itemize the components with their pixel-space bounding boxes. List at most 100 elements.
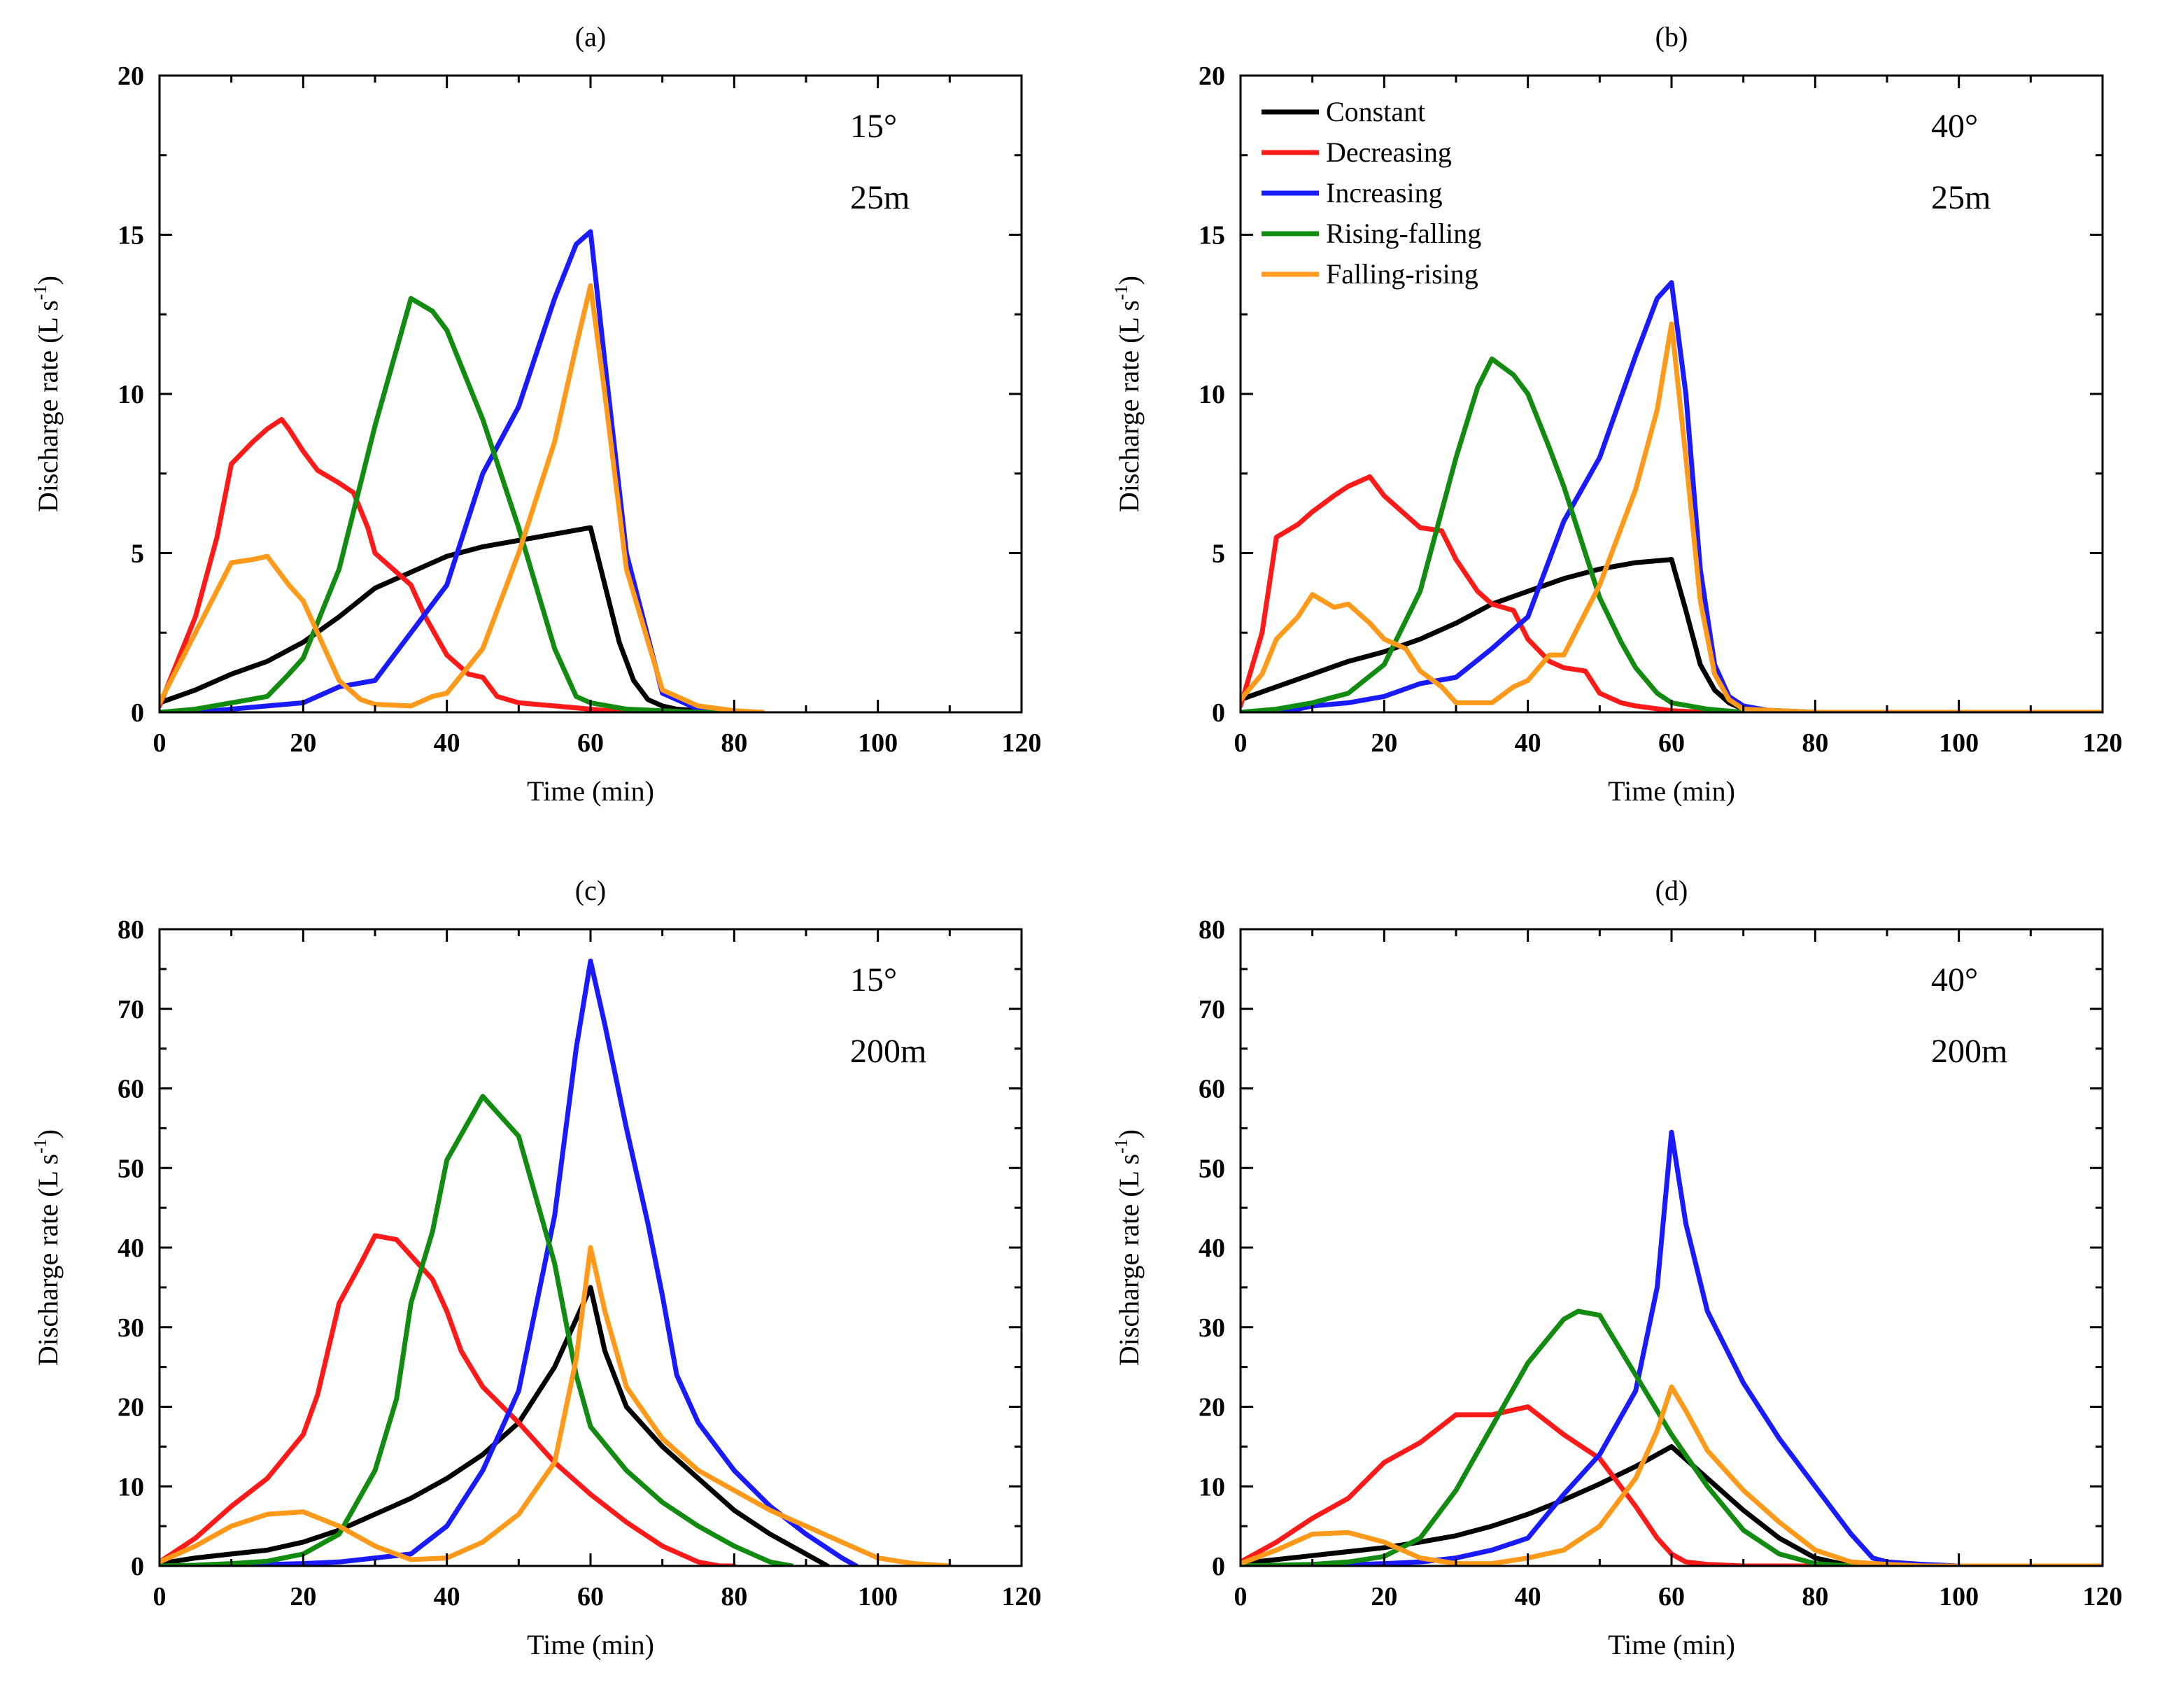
y-axis-title-main: Discharge rate (L s xyxy=(1113,1154,1145,1366)
series-line-constant xyxy=(160,525,737,712)
x-tick-label: 120 xyxy=(2083,1582,2123,1611)
y-axis-title: Discharge rate (L s-1) xyxy=(30,276,64,512)
x-tick-label: 20 xyxy=(290,1582,316,1611)
slope-annotation: 15° xyxy=(850,961,897,998)
y-tick-label: 20 xyxy=(1199,62,1225,91)
y-tick-label: 20 xyxy=(118,62,144,91)
x-tick-label: 100 xyxy=(1939,1582,1979,1611)
slope-annotation: 40° xyxy=(1931,108,1978,145)
length-annotation: 200m xyxy=(850,1033,926,1070)
y-tick-label: 60 xyxy=(1199,1075,1225,1104)
x-tick-label: 0 xyxy=(1234,1582,1248,1611)
panel-title: (b) xyxy=(1655,21,1688,52)
plot-frame xyxy=(158,74,1023,714)
y-tick-label: 20 xyxy=(118,1393,144,1423)
series-line-constant xyxy=(160,1285,831,1566)
y-tick-label: 50 xyxy=(1199,1154,1225,1183)
y-tick-label: 0 xyxy=(131,1552,144,1581)
x-axis-title: Time (min) xyxy=(1608,775,1735,807)
y-tick-label: 40 xyxy=(1199,1234,1225,1263)
plot-frame xyxy=(1239,928,2104,1567)
x-tick-label: 80 xyxy=(721,1582,747,1611)
y-tick-label: 70 xyxy=(118,995,144,1024)
chart-b: (b) 0 20 40 60 80 100 120 0 5 10 15 20 Time (min) Disc… xyxy=(1111,21,2123,807)
series-line-rising-falling xyxy=(1241,1308,2103,1566)
legend-label-constant: Constant xyxy=(1326,96,1425,127)
panel-c: (c) 0 20 40 60 80 100 120 0 10 20 30 40 50 60 70 80 Time … xyxy=(0,854,1081,1707)
x-axis-title: Time (min) xyxy=(527,1629,654,1660)
series-line-falling-rising xyxy=(160,1245,952,1566)
x-tick-label: 100 xyxy=(858,1582,898,1611)
legend-label-increasing: Increasing xyxy=(1326,177,1443,209)
x-tick-label: 100 xyxy=(858,728,898,758)
y-tick-label: 15 xyxy=(118,221,144,250)
y-tick-label: 80 xyxy=(118,915,144,945)
x-tick-label: 20 xyxy=(1371,728,1397,758)
legend: Constant Decreasing Increasing Rising-falli… xyxy=(1262,96,1481,290)
x-tick-label: 80 xyxy=(721,728,747,758)
slope-annotation: 40° xyxy=(1931,961,1978,998)
y-axis-title-end: ) xyxy=(32,1129,64,1138)
x-tick-label: 40 xyxy=(1515,1582,1541,1611)
y-axis-title-superscript: -1 xyxy=(1111,285,1131,300)
x-tick-label: 100 xyxy=(1939,728,1979,758)
y-tick-label: 50 xyxy=(118,1154,144,1183)
y-tick-label: 0 xyxy=(1212,1552,1225,1581)
x-tick-label: 40 xyxy=(1515,728,1541,758)
y-axis-title-end: ) xyxy=(32,276,64,285)
series-line-increasing xyxy=(1241,280,2103,712)
x-tick-label: 40 xyxy=(434,1582,460,1611)
x-tick-label: 120 xyxy=(1002,728,1042,758)
y-tick-label: 0 xyxy=(1212,698,1225,728)
y-tick-label: 10 xyxy=(1199,380,1225,409)
panel-b: (b) 0 20 40 60 80 100 120 0 5 10 15 20 Time (min) Disc… xyxy=(1081,0,2162,854)
x-tick-label: 60 xyxy=(577,1582,604,1611)
panel-a: (a) 0 20 40 60 80 100 120 0 5 10 15 20 Time (min) Disc… xyxy=(0,0,1081,854)
y-tick-label: 10 xyxy=(118,380,144,409)
length-annotation: 200m xyxy=(1931,1033,2007,1070)
slope-annotation: 15° xyxy=(850,108,897,145)
x-tick-label: 0 xyxy=(153,1582,167,1611)
series-group xyxy=(160,959,952,1566)
y-tick-label: 15 xyxy=(1199,221,1225,250)
x-tick-label: 60 xyxy=(1658,1582,1685,1611)
y-axis-title-end: ) xyxy=(1113,276,1145,285)
y-axis-title: Discharge rate (L s-1) xyxy=(30,1129,64,1366)
y-tick-label: 10 xyxy=(118,1472,144,1502)
series-group xyxy=(1241,280,2103,712)
series-line-rising-falling xyxy=(1241,356,2103,712)
series-line-constant xyxy=(1241,557,2103,712)
panel-title: (c) xyxy=(575,875,606,906)
series-group xyxy=(1241,1129,2103,1566)
series-line-decreasing xyxy=(1241,1404,2103,1566)
y-tick-label: 70 xyxy=(1199,995,1225,1024)
x-axis-title: Time (min) xyxy=(527,775,654,807)
x-tick-label: 0 xyxy=(1234,728,1248,758)
panel-title: (a) xyxy=(575,21,606,52)
y-axis-title-superscript: -1 xyxy=(1111,1138,1131,1154)
series-line-falling-rising xyxy=(1241,321,2103,712)
y-tick-label: 30 xyxy=(1199,1313,1225,1343)
panel-d: (d) 0 20 40 60 80 100 120 0 10 20 30 40 50 60 70 80 Time … xyxy=(1081,854,2162,1707)
series-line-rising-falling xyxy=(160,1094,794,1566)
series-line-decreasing xyxy=(160,1233,737,1566)
y-axis-title: Discharge rate (L s-1) xyxy=(1111,1129,1145,1366)
x-tick-label: 20 xyxy=(1371,1582,1397,1611)
x-tick-label: 60 xyxy=(577,728,604,758)
series-line-rising-falling xyxy=(160,296,737,712)
x-tick-label: 120 xyxy=(1002,1582,1042,1611)
y-axis-title-main: Discharge rate (L s xyxy=(32,300,64,512)
x-tick-label: 80 xyxy=(1802,1582,1828,1611)
series-line-decreasing xyxy=(1241,474,2103,712)
series-line-increasing xyxy=(160,959,859,1566)
x-tick-label: 60 xyxy=(1658,728,1685,758)
chart-c: (c) 0 20 40 60 80 100 120 0 10 20 30 40 50 60 70 80 Time … xyxy=(30,875,1042,1660)
legend-label-decreasing: Decreasing xyxy=(1326,136,1452,168)
y-tick-label: 10 xyxy=(1199,1472,1225,1502)
series-group xyxy=(160,229,765,712)
legend-label-rising-falling: Rising-falling xyxy=(1326,218,1481,249)
x-tick-label: 0 xyxy=(153,728,167,758)
series-line-increasing xyxy=(1241,1129,2103,1566)
x-tick-label: 20 xyxy=(290,728,316,758)
x-tick-label: 40 xyxy=(434,728,460,758)
